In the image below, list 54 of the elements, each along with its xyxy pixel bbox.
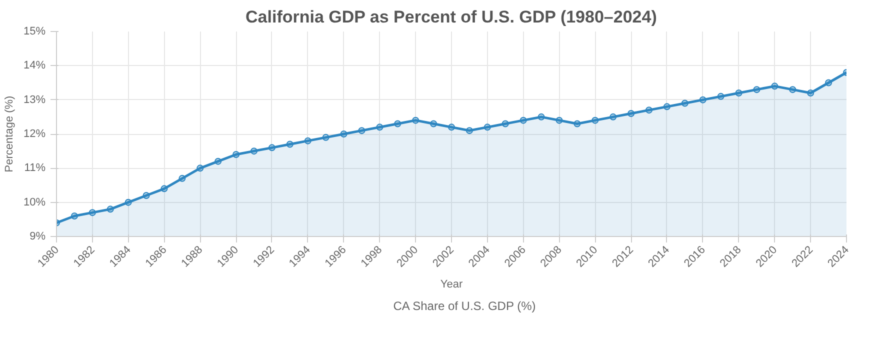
point: [717, 92, 724, 100]
text: CA Share of U.S. GDP (%): [393, 299, 536, 313]
y-tick-label: 13%: [23, 94, 46, 106]
point: [286, 140, 294, 148]
point: [646, 106, 652, 114]
point: [214, 158, 222, 165]
point: [681, 100, 688, 107]
y-tick-label: 10%: [23, 196, 46, 208]
point: [771, 82, 778, 90]
point: [574, 120, 581, 128]
point: [88, 209, 96, 216]
point: [663, 103, 670, 110]
point: [250, 148, 258, 155]
point: [178, 174, 186, 182]
y-tick-label: 9%: [30, 230, 46, 242]
point: [322, 134, 330, 141]
chart-title: California GDP as Percent of U.S. GDP (1980–2024): [246, 8, 657, 26]
point: [699, 96, 706, 104]
point: [430, 120, 438, 128]
point: [556, 116, 563, 124]
y-tick-label: 14%: [23, 60, 46, 72]
point: [268, 144, 276, 152]
point: [394, 120, 402, 128]
point: [610, 113, 617, 120]
point: [484, 124, 491, 131]
y-axis-title: Percentage (%): [3, 96, 16, 172]
point: [735, 90, 742, 96]
point: [825, 79, 832, 86]
point: [448, 124, 455, 131]
point: [466, 127, 473, 134]
point: [160, 185, 168, 192]
point: [106, 206, 114, 213]
point: [232, 151, 240, 158]
x-axis-title: Year: [440, 278, 463, 290]
point: [142, 192, 150, 199]
point: [807, 90, 814, 96]
point: [412, 116, 420, 124]
y-tick-label: 15%: [23, 26, 46, 38]
y-tick-label: 11%: [24, 162, 46, 174]
point: [628, 110, 635, 117]
point: [376, 124, 384, 131]
point: [592, 116, 599, 124]
point: [340, 130, 348, 138]
point: [358, 127, 366, 134]
point: [70, 212, 78, 220]
point: [304, 137, 312, 144]
point: [538, 113, 545, 120]
point: [753, 86, 760, 94]
point: [502, 120, 509, 128]
point: [789, 86, 796, 94]
point: [124, 198, 132, 206]
point: [520, 116, 527, 124]
point: [196, 164, 204, 172]
y-tick-label: 12%: [23, 128, 46, 140]
